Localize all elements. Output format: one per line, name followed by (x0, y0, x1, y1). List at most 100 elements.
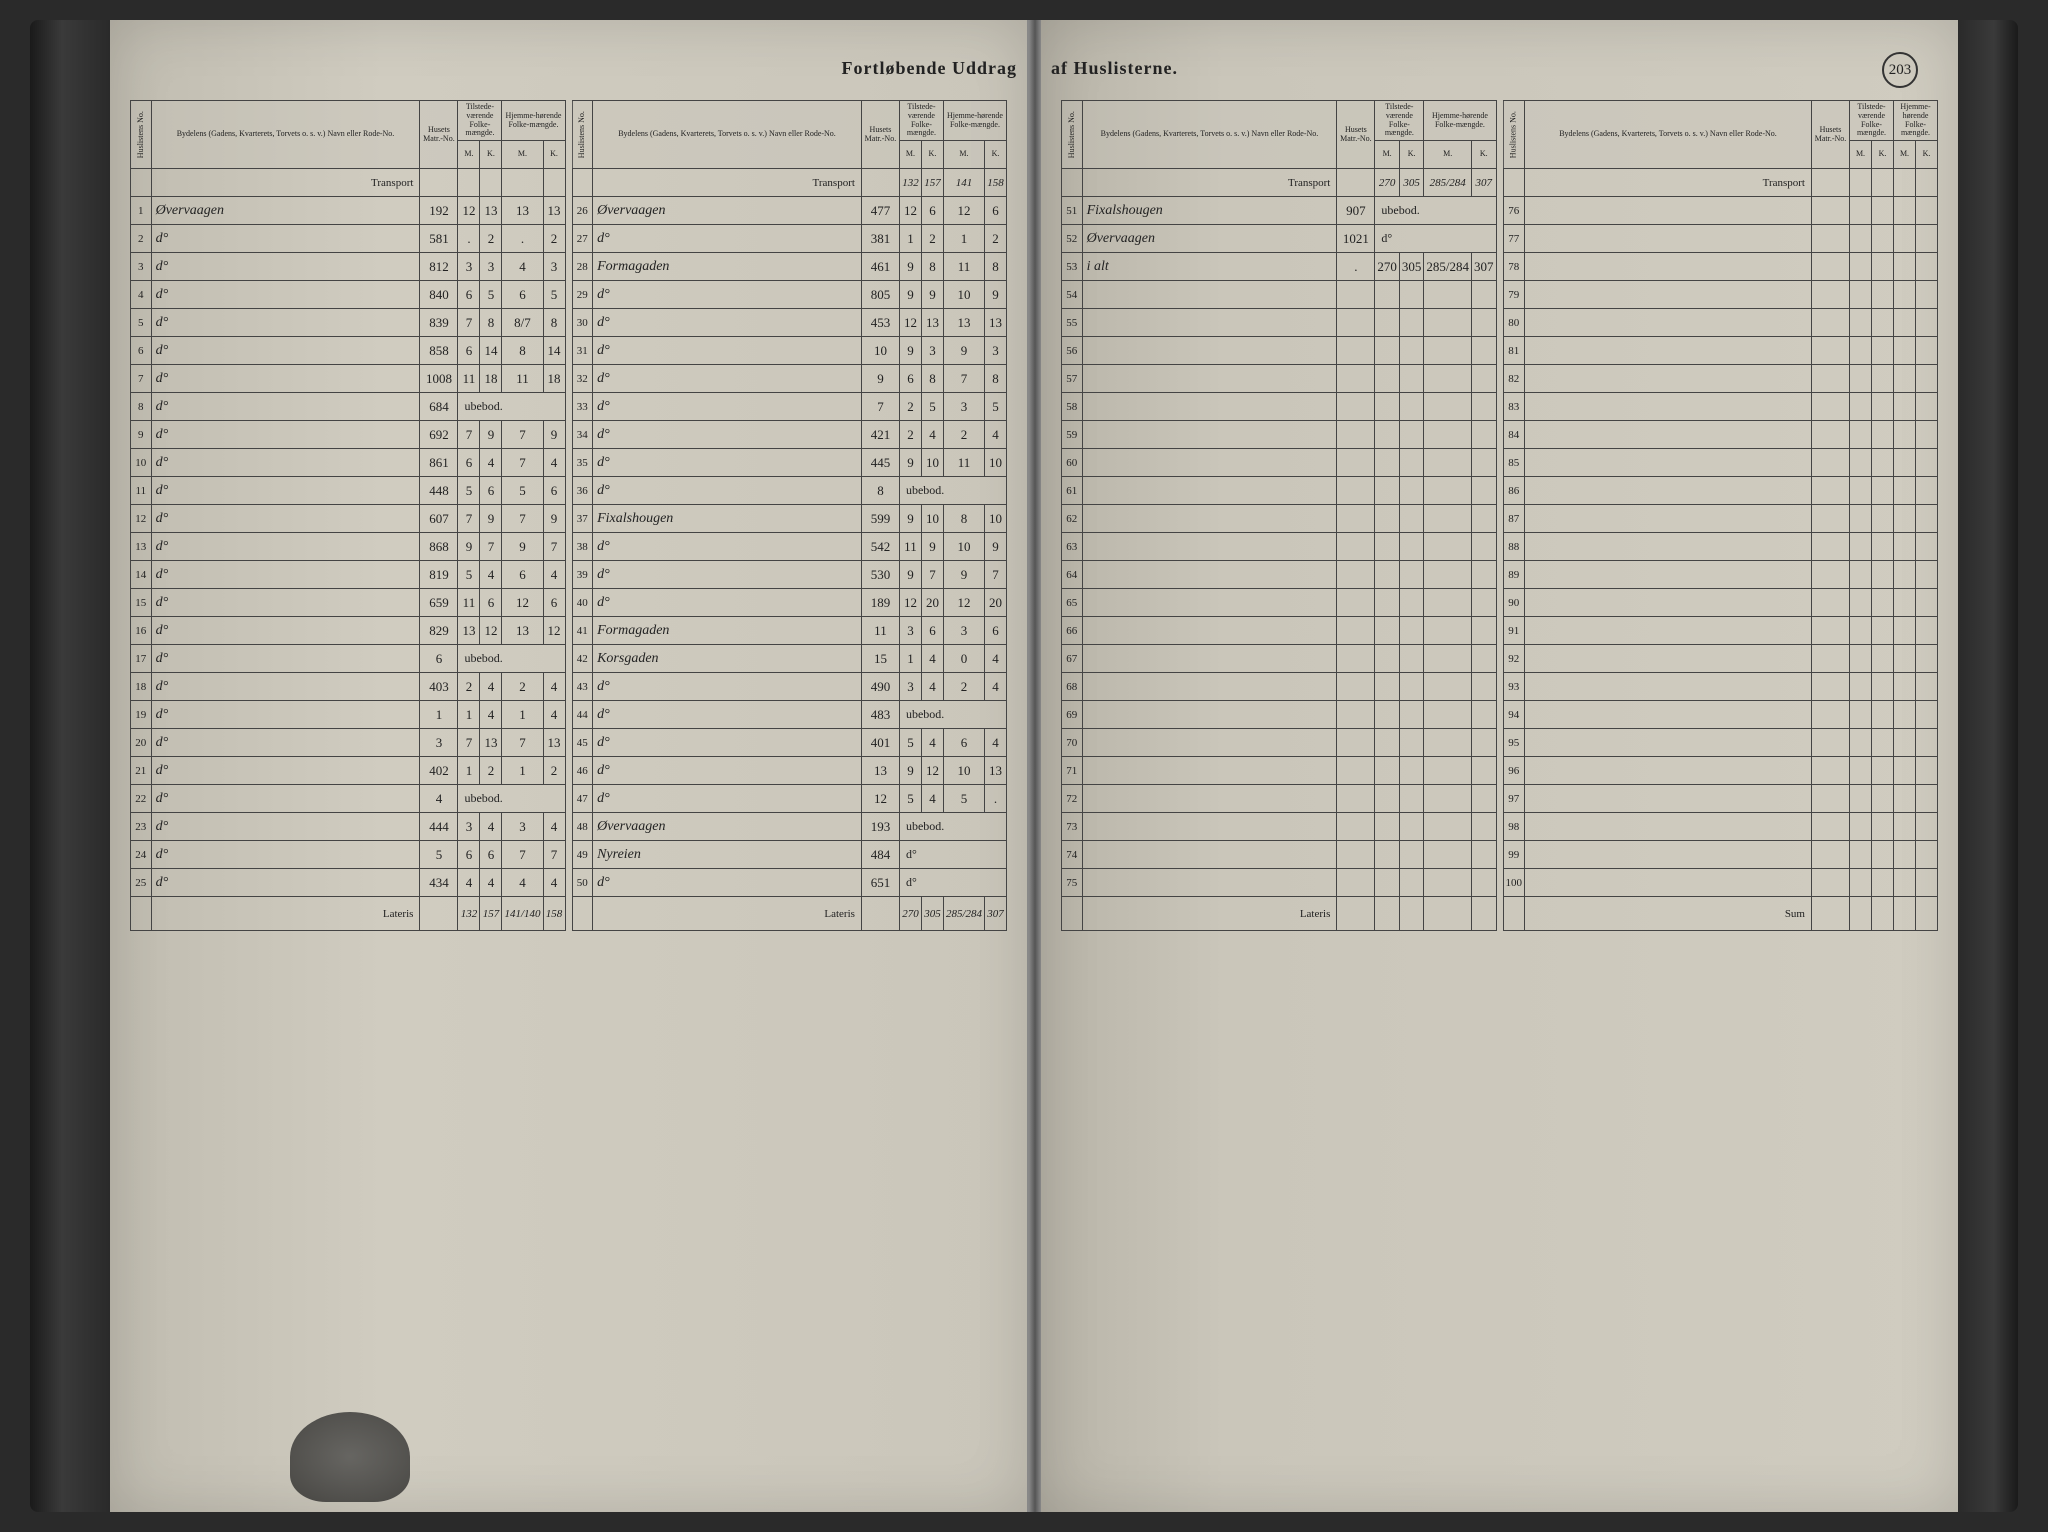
ledger-row: 92 (1503, 645, 1938, 673)
page-number: 203 (1882, 52, 1918, 88)
ledger-row: 48Øvervaagen193ubebod. (572, 813, 1007, 841)
cell-k2 (1472, 309, 1497, 337)
cell-name: d° (151, 309, 420, 337)
book-binding-right (1958, 20, 2018, 1512)
col-husets: Husets Matr.-No. (1337, 101, 1375, 169)
cell-m1 (1375, 309, 1400, 337)
cell-no: 44 (572, 701, 593, 729)
book-spine (1029, 20, 1041, 1512)
cell-m1: 5 (899, 785, 921, 813)
cell-k2: 2 (985, 225, 1007, 253)
cell-m2: 4 (502, 253, 543, 281)
cell-m2 (1424, 869, 1472, 897)
cell-m2: 11 (502, 365, 543, 393)
cell-name: d° (151, 421, 420, 449)
cell-matr: 12 (861, 785, 899, 813)
cell-m1: 1 (899, 645, 921, 673)
cell-k1: 2 (480, 757, 502, 785)
cell-k2 (1472, 421, 1497, 449)
cell-m1 (1375, 813, 1400, 841)
cell-no: 85 (1503, 449, 1525, 477)
cell-m2 (1894, 757, 1916, 785)
cell-matr (1812, 337, 1850, 365)
col-m2: M. (1894, 141, 1916, 169)
cell-m1: 9 (899, 281, 921, 309)
cell-k2 (1916, 757, 1938, 785)
cell-m1 (1850, 645, 1872, 673)
ledger-row: 62 (1062, 505, 1497, 533)
cell-name: d° (593, 421, 862, 449)
cell-m2: 9 (943, 337, 984, 365)
cell-k1: 6 (921, 617, 943, 645)
cell-name: d° (151, 365, 420, 393)
cell-m2: 2 (502, 673, 543, 701)
cell-k1: 4 (480, 701, 502, 729)
cell-matr: 401 (861, 729, 899, 757)
ledger-row: 45d°4015464 (572, 729, 1007, 757)
cell-m1 (1850, 449, 1872, 477)
cell-matr (1812, 365, 1850, 393)
cell-m1: 1 (458, 701, 480, 729)
cell-matr: 868 (420, 533, 458, 561)
cell-no: 100 (1503, 869, 1525, 897)
cell-no: 25 (131, 869, 152, 897)
cell-no: 12 (131, 505, 152, 533)
ledger-row: 3d°8123343 (131, 253, 566, 281)
cell-no: 1 (131, 197, 152, 225)
cell-k2: 5 (543, 281, 565, 309)
lateris-m2: 285/284 (943, 897, 984, 931)
cell-m1 (1850, 561, 1872, 589)
ledger-row: 35d°4459101110 (572, 449, 1007, 477)
cell-name (1525, 309, 1812, 337)
cell-k2: 6 (985, 197, 1007, 225)
cell-k2: 13 (543, 729, 565, 757)
cell-matr: 599 (861, 505, 899, 533)
cell-m2: 13 (943, 309, 984, 337)
cell-name (1082, 617, 1337, 645)
cell-k2: 307 (1472, 253, 1497, 281)
cell-matr (1337, 673, 1375, 701)
cell-m2 (1424, 729, 1472, 757)
transport-m1: 132 (899, 169, 921, 197)
cell-k1 (1872, 365, 1894, 393)
ledger-row: 28Formagaden46198118 (572, 253, 1007, 281)
cell-matr (1812, 757, 1850, 785)
col-tilstede: Tilstede-værende Folke-mængde. (1375, 101, 1424, 141)
cell-no: 43 (572, 673, 593, 701)
col-k1: K. (1399, 141, 1424, 169)
cell-k2: 4 (543, 701, 565, 729)
cell-m1 (1375, 421, 1400, 449)
cell-m1: 11 (899, 533, 921, 561)
cell-matr: 812 (420, 253, 458, 281)
cell-k1: 2 (921, 225, 943, 253)
ledger-row: 5d°839788/78 (131, 309, 566, 337)
cell-no: 52 (1062, 225, 1083, 253)
cell-name (1525, 281, 1812, 309)
cell-matr: 651 (861, 869, 899, 897)
cell-name: Korsgaden (593, 645, 862, 673)
ledger-row: 59 (1062, 421, 1497, 449)
cell-m1: 13 (458, 617, 480, 645)
ledger-row: 7d°100811181118 (131, 365, 566, 393)
cell-matr: 607 (420, 505, 458, 533)
cell-matr: 15 (861, 645, 899, 673)
cell-k1: 8 (921, 253, 943, 281)
cell-m2 (1894, 225, 1916, 253)
ledger-row: 94 (1503, 701, 1938, 729)
cell-m1 (1375, 841, 1400, 869)
ledger-row: 67 (1062, 645, 1497, 673)
cell-name (1525, 393, 1812, 421)
ledger-table: Huslistens No.Bydelens (Gadens, Kvartere… (1061, 100, 1497, 931)
transport-k1: 305 (1399, 169, 1424, 197)
cell-m1 (1375, 589, 1400, 617)
cell-m2 (1424, 589, 1472, 617)
ledger-row: 23d°4443434 (131, 813, 566, 841)
ledger-row: 1Øvervaagen19212131313 (131, 197, 566, 225)
cell-k2: 6 (543, 589, 565, 617)
cell-m1 (1850, 589, 1872, 617)
cell-m2: 6 (943, 729, 984, 757)
cell-name (1525, 561, 1812, 589)
cell-k2: . (985, 785, 1007, 813)
cell-m1 (1850, 225, 1872, 253)
cell-k1: 3 (921, 337, 943, 365)
